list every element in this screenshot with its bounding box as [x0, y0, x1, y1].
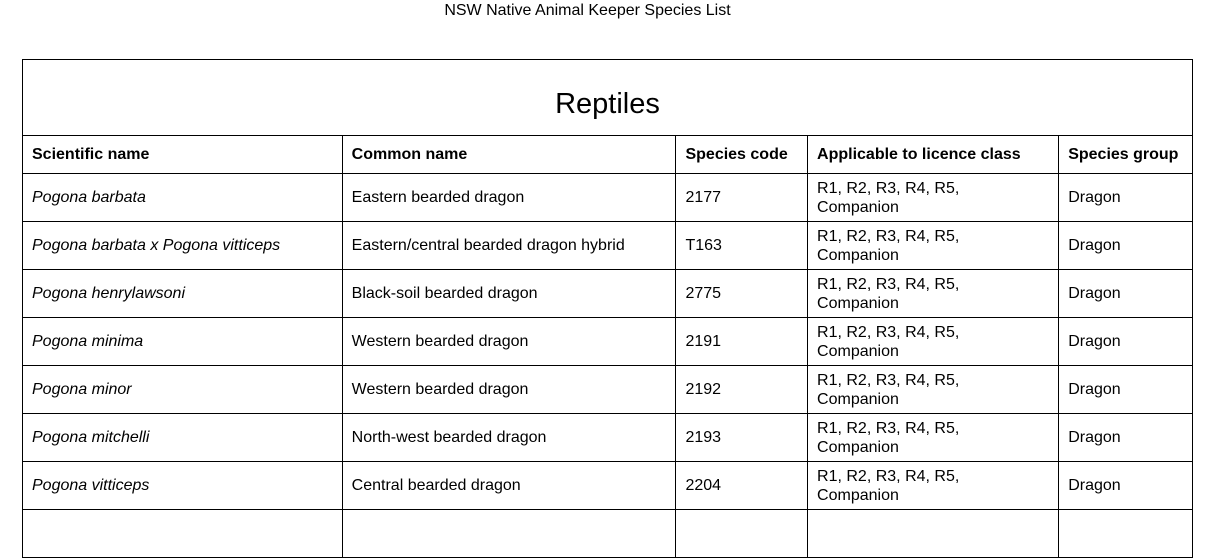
licence-class-line: Companion [817, 486, 899, 504]
licence-class-line: R1, R2, R3, R4, R5, [817, 179, 960, 197]
common-name-cell: Eastern bearded dragon [341, 173, 677, 222]
species-code-cell: T163 [675, 221, 809, 270]
common-name-cell: Central bearded dragon [341, 461, 677, 510]
licence-class-line: R1, R2, R3, R4, R5, [817, 419, 960, 437]
species-code-cell: 2177 [675, 173, 809, 222]
empty-cell [22, 509, 343, 558]
licence-class-line: Companion [817, 246, 899, 264]
species-code-cell: 2775 [675, 269, 809, 318]
licence-class-line: Companion [817, 198, 899, 216]
column-header-licence-class: Applicable to licence class [807, 135, 1060, 174]
table-row: Pogona barbata x Pogona vitticeps Easter… [22, 221, 1193, 270]
common-name-cell: Western bearded dragon [341, 365, 677, 414]
licence-class-line: Companion [817, 294, 899, 312]
common-name-cell: Black-soil bearded dragon [341, 269, 677, 318]
common-name-cell: Eastern/central bearded dragon hybrid [341, 221, 677, 270]
table-row: Pogona vitticeps Central bearded dragon … [22, 461, 1193, 510]
licence-class-cell[interactable]: R1, R2, R3, R4, R5, Companion [807, 269, 1060, 318]
species-group-cell: Dragon [1058, 173, 1193, 222]
licence-class-cell[interactable]: R1, R2, R3, R4, R5, Companion [807, 173, 1060, 222]
species-code-cell: 2204 [675, 461, 809, 510]
empty-cell [1058, 509, 1193, 558]
scientific-name-cell: Pogona minima [22, 317, 343, 366]
column-header-scientific-name: Scientific name [22, 135, 343, 174]
licence-class-line: R1, R2, R3, R4, R5, [817, 323, 960, 341]
licence-class-cell[interactable]: R1, R2, R3, R4, R5, Companion [807, 413, 1060, 462]
species-group-cell: Dragon [1058, 269, 1193, 318]
species-table: Reptiles Scientific name Common name Spe… [22, 59, 1193, 558]
column-header-common-name: Common name [341, 135, 677, 174]
table-row: Pogona minor Western bearded dragon 2192… [22, 365, 1193, 414]
common-name-cell: Western bearded dragon [341, 317, 677, 366]
table-row-partial [22, 509, 1193, 558]
table-row: Pogona henrylawsoni Black-soil bearded d… [22, 269, 1193, 318]
species-group-cell: Dragon [1058, 221, 1193, 270]
column-header-species-group: Species group [1058, 135, 1193, 174]
common-name-cell: North-west bearded dragon [341, 413, 677, 462]
species-code-cell: 2191 [675, 317, 809, 366]
species-group-cell: Dragon [1058, 365, 1193, 414]
table-header-row: Scientific name Common name Species code… [22, 135, 1193, 174]
scientific-name-cell: Pogona barbata [22, 173, 343, 222]
licence-class-line: Companion [817, 438, 899, 456]
scientific-name-cell: Pogona vitticeps [22, 461, 343, 510]
table-row: Pogona barbata Eastern bearded dragon 21… [22, 173, 1193, 222]
scientific-name-cell: Pogona minor [22, 365, 343, 414]
table-caption-row: Reptiles [22, 59, 1193, 136]
licence-class-line: Companion [817, 342, 899, 360]
species-code-cell: 2193 [675, 413, 809, 462]
scientific-name-cell: Pogona mitchelli [22, 413, 343, 462]
scientific-name-cell: Pogona barbata x Pogona vitticeps [22, 221, 343, 270]
empty-cell [675, 509, 809, 558]
document-header: NSW Native Animal Keeper Species List [444, 2, 731, 19]
licence-class-cell[interactable]: R1, R2, R3, R4, R5, Companion [807, 221, 1060, 270]
empty-cell [341, 509, 677, 558]
licence-class-cell[interactable]: R1, R2, R3, R4, R5, Companion [807, 365, 1060, 414]
scientific-name-cell: Pogona henrylawsoni [22, 269, 343, 318]
species-table-container: Reptiles Scientific name Common name Spe… [22, 59, 1193, 558]
licence-class-cell[interactable]: R1, R2, R3, R4, R5, Companion [807, 461, 1060, 510]
licence-class-line: R1, R2, R3, R4, R5, [817, 467, 960, 485]
table-row: Pogona minima Western bearded dragon 219… [22, 317, 1193, 366]
empty-cell [807, 509, 1060, 558]
species-code-cell: 2192 [675, 365, 809, 414]
licence-class-line: R1, R2, R3, R4, R5, [817, 275, 960, 293]
column-header-species-code: Species code [675, 135, 809, 174]
licence-class-cell[interactable]: R1, R2, R3, R4, R5, Companion [807, 317, 1060, 366]
species-group-cell: Dragon [1058, 413, 1193, 462]
table-row: Pogona mitchelli North-west bearded drag… [22, 413, 1193, 462]
species-group-cell: Dragon [1058, 317, 1193, 366]
species-group-cell: Dragon [1058, 461, 1193, 510]
section-title: Reptiles [22, 59, 1193, 136]
licence-class-line: R1, R2, R3, R4, R5, [817, 371, 960, 389]
licence-class-line: R1, R2, R3, R4, R5, [817, 227, 960, 245]
licence-class-line: Companion [817, 390, 899, 408]
